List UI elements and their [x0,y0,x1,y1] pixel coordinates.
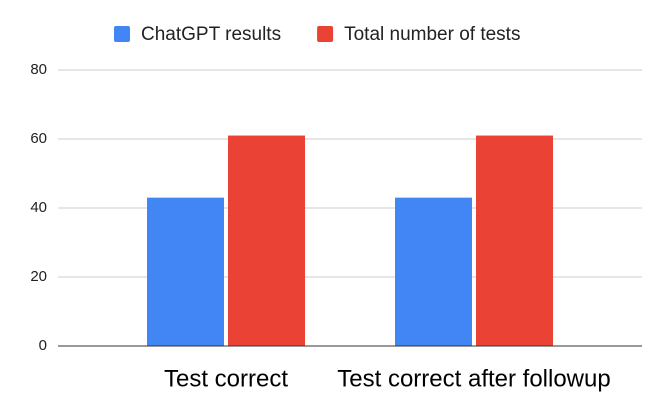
y-tick-label: 40 [30,199,47,216]
bar [228,135,305,346]
bar [147,197,224,346]
bar [395,197,472,346]
x-tick-label: Test correct after followup [337,365,610,392]
bar [476,135,553,346]
legend-swatch [114,26,130,42]
y-tick-label: 20 [30,268,47,285]
y-tick-label: 60 [30,130,47,147]
legend-swatch [317,26,334,42]
y-tick-label: 80 [30,61,47,78]
x-tick-label: Test correct [164,365,288,392]
legend-label: ChatGPT results [141,24,281,45]
y-tick-label: 0 [39,337,47,354]
legend-label: Total number of tests [344,24,520,45]
